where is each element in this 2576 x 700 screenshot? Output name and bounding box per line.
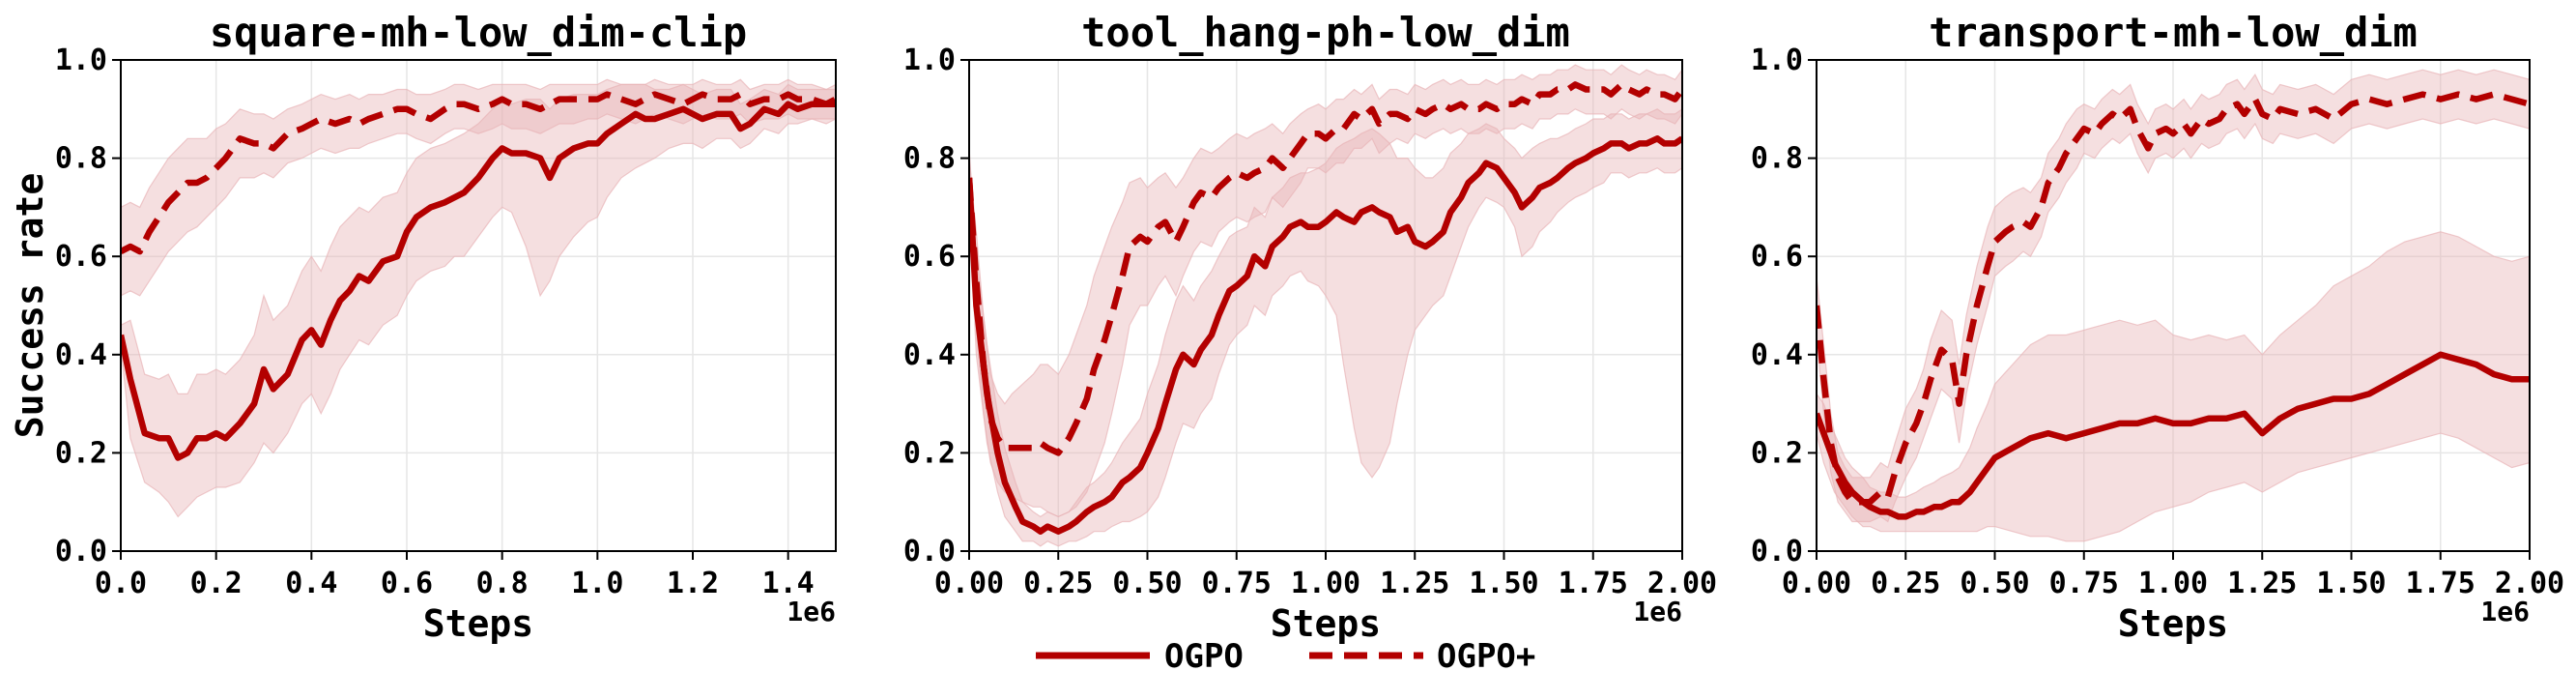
x-tick-label: 1.50 bbox=[2316, 567, 2386, 600]
y-tick-label: 0.6 bbox=[903, 240, 956, 274]
x-tick-label: 1.4 bbox=[762, 567, 815, 600]
x-tick-label: 0.50 bbox=[1960, 567, 2029, 600]
series-line-ogpo bbox=[121, 101, 836, 461]
y-tick-label: 1.0 bbox=[903, 44, 956, 77]
series-line-ogpo-plus bbox=[1817, 91, 2530, 506]
y-tick-label: 0.8 bbox=[903, 142, 956, 176]
confidence-band-ogpo bbox=[1817, 231, 2530, 542]
panel-1: 0.0 0.2 0.4 0.6 0.8 1.0 1.2 1.4 0.0 0.2 0.4 0.6 0.8 1… bbox=[9, 9, 837, 645]
x-tick-label: 0.25 bbox=[1871, 567, 1940, 600]
x-axis-offset-label: 1e6 bbox=[787, 596, 836, 627]
y-tick-label: 0.2 bbox=[903, 436, 956, 470]
x-tick-label: 0.8 bbox=[476, 567, 529, 600]
y-tick-label: 0.2 bbox=[55, 436, 107, 470]
x-axis-offset-label: 1e6 bbox=[2480, 596, 2530, 627]
x-tick-label: 1.00 bbox=[2138, 567, 2208, 600]
chart-title: square-mh-low_dim-clip bbox=[210, 9, 747, 56]
y-tick-label: 1.0 bbox=[55, 44, 107, 77]
y-tick-label: 0.4 bbox=[903, 338, 956, 372]
x-tick-label: 0.75 bbox=[1202, 567, 1272, 600]
confidence-band-ogpo bbox=[121, 83, 836, 518]
plot-area bbox=[1817, 69, 2530, 542]
x-tick-label: 1.00 bbox=[1291, 567, 1360, 600]
plot-frame bbox=[968, 59, 1683, 552]
y-tick-label: 0.8 bbox=[55, 142, 107, 176]
chart-title: tool_hang-ph-low_dim bbox=[1081, 9, 1570, 56]
y-tick-label: 0.4 bbox=[1751, 338, 1803, 372]
legend-label-ogpo: OGPO bbox=[1164, 637, 1244, 676]
x-tick-label: 0.00 bbox=[934, 567, 1004, 600]
y-tick-label: 0.0 bbox=[1751, 535, 1803, 569]
chart-title: transport-mh-low_dim bbox=[1929, 9, 2418, 56]
x-axis-label: Steps bbox=[2118, 602, 2228, 645]
x-axis-offset-label: 1e6 bbox=[1633, 596, 1682, 627]
series-line-ogpo bbox=[969, 135, 1682, 535]
y-tick-label: 0.8 bbox=[1751, 142, 1803, 176]
y-tick-label: 0.4 bbox=[55, 338, 107, 372]
x-tick-label: 0.4 bbox=[285, 567, 337, 600]
y-tick-label: 0.6 bbox=[55, 240, 107, 274]
y-tick-label: 0.0 bbox=[55, 535, 107, 569]
y-tick-label: 0.2 bbox=[1751, 436, 1803, 470]
x-tick-label: 0.2 bbox=[190, 567, 243, 600]
series-line-ogpo-plus bbox=[969, 81, 1682, 456]
x-tick-label: 0.50 bbox=[1112, 567, 1182, 600]
x-tick-label: 1.75 bbox=[1559, 567, 1628, 600]
plot-frame bbox=[1816, 59, 2531, 552]
x-tick-label: 2.00 bbox=[1647, 567, 1717, 600]
x-tick-label: 1.25 bbox=[1380, 567, 1449, 600]
legend: OGPO OGPO+ bbox=[1036, 637, 1535, 676]
confidence-band-ogpo-plus bbox=[969, 64, 1682, 518]
x-tick-label: 0.6 bbox=[381, 567, 433, 600]
x-tick-label: 1.25 bbox=[2227, 567, 2297, 600]
plot-area bbox=[969, 64, 1682, 547]
series-line-ogpo bbox=[1817, 351, 2530, 520]
confidence-band-ogpo bbox=[969, 108, 1682, 547]
panel-3: 0.00 0.25 0.50 0.75 1.00 1.25 1.50 1.75 2.00 0.0 0… bbox=[1751, 9, 2564, 645]
confidence-band-ogpo-plus bbox=[1817, 69, 2530, 523]
y-axis-label: Success rate bbox=[9, 173, 51, 439]
x-tick-label: 0.25 bbox=[1023, 567, 1093, 600]
x-tick-label: 2.00 bbox=[2495, 567, 2564, 600]
x-tick-label: 1.2 bbox=[667, 567, 719, 600]
y-tick-label: 0.0 bbox=[903, 535, 956, 569]
x-tick-label: 1.0 bbox=[571, 567, 623, 600]
x-tick-label: 1.50 bbox=[1469, 567, 1538, 600]
plot-frame bbox=[120, 59, 837, 552]
x-tick-label: 1.75 bbox=[2406, 567, 2476, 600]
series-line-ogpo-plus bbox=[121, 91, 836, 255]
confidence-band-ogpo-plus bbox=[121, 78, 836, 297]
legend-label-ogpo-plus: OGPO+ bbox=[1437, 637, 1535, 676]
y-tick-label: 1.0 bbox=[1751, 44, 1803, 77]
x-tick-label: 0.00 bbox=[1782, 567, 1851, 600]
y-tick-label: 0.6 bbox=[1751, 240, 1803, 274]
x-axis-label: Steps bbox=[1271, 602, 1381, 645]
panel-2: 0.00 0.25 0.50 0.75 1.00 1.25 1.50 1.75 2.00 0.0 0… bbox=[903, 9, 1717, 645]
x-axis-label: Steps bbox=[423, 602, 533, 645]
x-tick-label: 0.0 bbox=[95, 567, 147, 600]
x-tick-label: 0.75 bbox=[2049, 567, 2119, 600]
plot-area bbox=[121, 78, 836, 518]
